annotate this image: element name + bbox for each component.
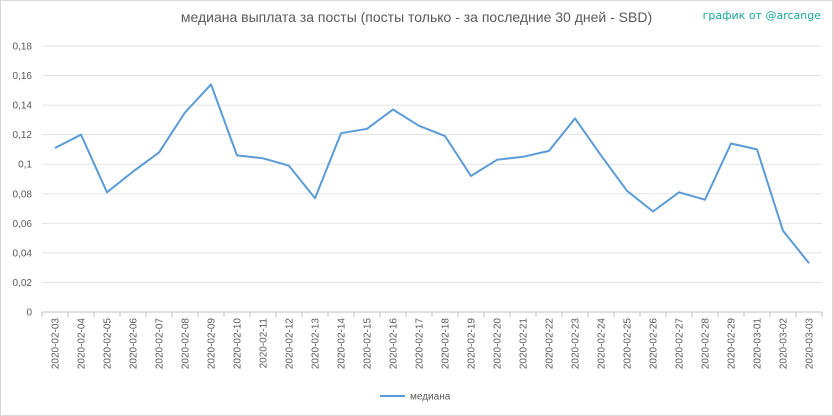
x-tick-label: 2020-02-07 [155,318,166,370]
y-tick-label: 0,18 [13,42,33,53]
x-tick-label: 2020-03-03 [805,318,816,370]
x-tick-label: 2020-02-29 [727,318,738,370]
x-tick-label: 2020-02-23 [571,318,582,370]
x-tick-label: 2020-02-10 [233,318,244,370]
x-tick-label: 2020-02-27 [675,318,686,370]
legend-label: медиана [410,392,451,403]
y-tick-label: 0,16 [13,71,33,82]
x-tick-label: 2020-02-12 [285,318,296,370]
y-tick-label: 0,06 [13,219,33,230]
x-tick-label: 2020-02-28 [701,318,712,370]
chart-credit: график от @arcange [702,9,821,22]
x-tick-label: 2020-02-25 [623,318,634,370]
y-tick-label: 0,08 [13,189,33,200]
y-tick-label: 0,02 [13,278,33,289]
y-tick-label: 0,12 [13,130,33,141]
x-tick-label: 2020-02-04 [77,318,88,370]
x-tick-label: 2020-02-09 [207,318,218,370]
chart-title: медиана выплата за посты (посты только -… [180,9,653,25]
x-tick-label: 2020-02-14 [337,318,348,370]
x-tick-label: 2020-02-11 [259,318,270,369]
x-tick-label: 2020-02-21 [519,318,530,370]
x-tick-label: 2020-02-24 [597,318,608,370]
x-tick-label: 2020-03-01 [753,318,764,370]
x-tick-label: 2020-02-08 [181,318,192,370]
x-tick-label: 2020-02-19 [467,318,478,370]
x-tick-label: 2020-02-20 [493,318,504,370]
x-tick-label: 2020-02-16 [389,318,400,370]
series-line-mediana [54,83,810,264]
x-tick-label: 2020-02-17 [415,318,426,370]
y-tick-label: 0,14 [13,101,33,112]
y-tick-label: 0,04 [13,248,33,259]
x-tick-label: 2020-02-05 [103,318,114,370]
x-tick-label: 2020-02-13 [311,318,322,370]
x-tick-label: 2020-02-22 [545,318,556,370]
x-tick-label: 2020-02-18 [441,318,452,370]
y-tick-label: 0,1 [18,160,32,171]
x-tick-label: 2020-02-06 [129,318,140,370]
y-tick-label: 0 [26,308,32,319]
x-tick-label: 2020-02-26 [649,318,660,370]
x-tick-label: 2020-03-02 [779,318,790,370]
x-tick-label: 2020-02-03 [51,318,62,370]
x-tick-label: 2020-02-15 [363,318,374,370]
